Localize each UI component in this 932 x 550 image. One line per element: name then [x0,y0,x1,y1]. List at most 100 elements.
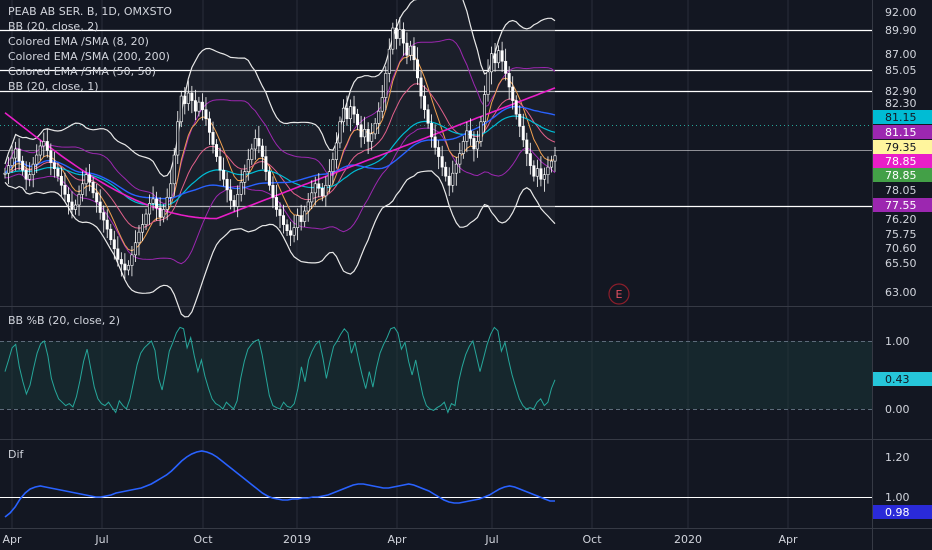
candle-body [250,148,254,160]
price-tag-label: 81.15 [885,126,917,139]
price-tag-label: 77.55 [885,199,917,212]
candle-body [539,168,543,180]
legend-indicator-ema-8-20[interactable]: Colored EMA /SMA (8, 20) [8,35,149,48]
price-tag [873,140,932,154]
candle-body [458,153,462,165]
candle-body [271,185,275,198]
candle-body [109,228,113,241]
candle-body [3,172,7,175]
dif-line [4,450,555,518]
legend-indicator-ema-200[interactable]: Colored EMA /SMA (200, 200) [8,50,170,63]
candle-body [546,166,550,176]
candle-body [137,231,141,244]
candle-body [84,174,88,185]
candle-body [313,183,317,194]
pctb-last-value-label: 0.43 [885,373,910,386]
candle-body [116,248,120,260]
candle-body [239,181,243,195]
candle-body [200,101,204,110]
pctb-axis-label: 1.00 [885,335,910,348]
candle-body [525,139,529,154]
candle-body [260,145,264,157]
candle-body [373,122,377,135]
candle-body [553,155,557,162]
price-axis-label: 85.05 [885,64,917,77]
candle-body [222,169,226,180]
candle-body [500,50,504,62]
candle-body [465,130,469,142]
pctb-axis-label: 0.00 [885,403,910,416]
candle-body [49,150,53,163]
candle-body [338,121,342,144]
candle-body [144,213,148,225]
candle-body [229,189,233,201]
candle-body [95,192,99,203]
candle-body [66,194,70,203]
candle-body [504,60,508,74]
candle-body [126,265,130,271]
price-axis-label: 70.60 [885,242,917,255]
candle-body [363,129,367,138]
candle-body [359,124,363,138]
pctb-line [4,326,556,414]
candle-body [384,73,388,98]
candle-body [306,201,310,212]
time-axis-label: Jul [94,533,108,546]
candle-body [349,106,353,120]
time-axis-label: Oct [582,533,602,546]
price-tag-label: 81.15 [885,111,917,124]
candle-body [141,224,145,233]
candle-body [91,181,95,194]
legend-indicator-bb-1[interactable]: BB (20, close, 1) [8,80,99,93]
candle-body [401,29,405,44]
candle-body [289,230,293,236]
candle-body [479,121,483,142]
legend-indicator-ema-50[interactable]: Colored EMA /SMA (50, 50) [8,65,156,78]
dif-axis-label: 1.20 [885,451,910,464]
candle-body [345,107,349,120]
candle-body [408,45,412,56]
candle-body [211,132,215,145]
price-tag [873,168,932,182]
candle-body [59,175,63,186]
candle-body [331,159,335,172]
candle-body [21,160,25,171]
candle-body [497,50,501,64]
candle-body [232,200,236,207]
price-tag-label: 79.35 [885,141,917,154]
candle-body [334,142,338,160]
candle-body [133,242,137,256]
price-tag-label: 78.85 [885,155,917,168]
price-axis-label: 89.90 [885,24,917,37]
legend-symbol: PEAB AB SER. B, 1D, OMXSTO [8,5,172,18]
candle-body [130,254,134,266]
candle-body [14,148,18,159]
candle-body [52,162,56,169]
candle-body [183,95,187,104]
candle-body [70,201,74,210]
sma-200-line [4,87,556,220]
candle-body [246,159,250,172]
candle-body [341,107,345,123]
candle-body [63,185,67,195]
candle-body [218,156,222,171]
candle-body [549,160,553,168]
sma-50-line [4,105,556,200]
time-axis-label: Apr [387,533,407,546]
candle-body [303,210,307,222]
price-axis-label: 87.00 [885,48,917,61]
candle-body [215,144,219,157]
candle-body [532,165,536,177]
price-axis-label: 92.00 [885,6,917,19]
candle-body [45,141,49,151]
candle-body [28,174,32,180]
candle-body [299,215,303,222]
candle-body [267,171,271,186]
legend-indicator-bb-2[interactable]: BB (20, close, 2) [8,20,99,33]
price-tag [873,154,932,168]
candle-body [430,122,434,138]
candle-body [352,106,356,115]
pctb-band-fill [0,341,872,409]
candle-body [204,109,208,120]
